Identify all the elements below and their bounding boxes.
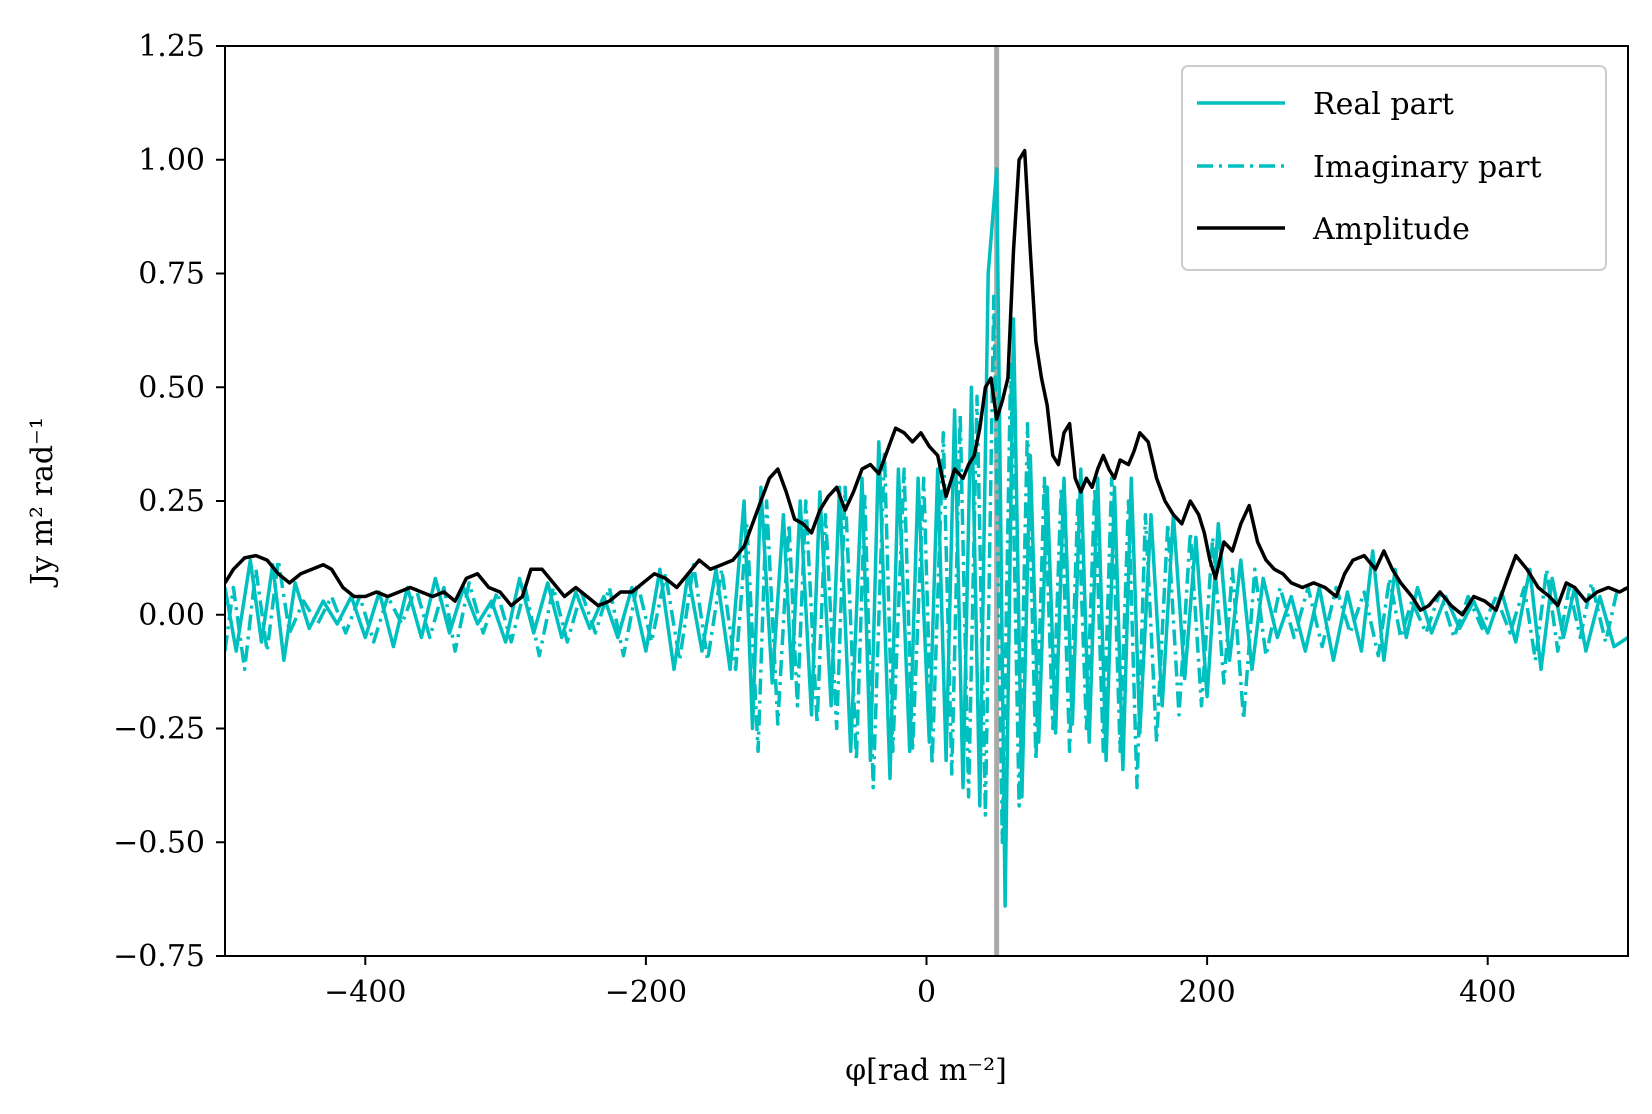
y-axis-label: Jy m² rad⁻¹ — [25, 417, 60, 588]
series-line-real-part — [225, 167, 1628, 908]
legend-label-real-part: Real part — [1313, 87, 1454, 122]
series-layer — [225, 148, 1628, 908]
legend: Real part Imaginary part Amplitude — [1181, 65, 1607, 271]
y-tick-label: −0.25 — [113, 712, 205, 747]
y-tick-label: 1.00 — [138, 143, 205, 178]
x-axis: −400 −200 0 200 400 — [324, 956, 1516, 1010]
y-tick-label: 0.75 — [138, 257, 205, 292]
x-tick-label: 200 — [1178, 975, 1235, 1010]
x-tick-label: −400 — [324, 975, 406, 1010]
y-tick-label: −0.50 — [113, 825, 205, 860]
y-tick-label: −0.75 — [113, 939, 205, 974]
series-line-imaginary-part — [225, 294, 1628, 845]
x-tick-label: 400 — [1459, 975, 1516, 1010]
x-axis-label: φ[rad m⁻²] — [845, 1053, 1007, 1088]
legend-box — [1181, 65, 1607, 271]
y-tick-label: 0.25 — [138, 484, 205, 519]
series-line-amplitude — [225, 148, 1628, 617]
y-tick-label: 0.00 — [138, 598, 205, 633]
y-tick-label: 1.25 — [138, 29, 205, 64]
legend-label-imaginary-part: Imaginary part — [1313, 150, 1542, 185]
x-tick-label: 0 — [917, 975, 936, 1010]
y-tick-label: 0.50 — [138, 370, 205, 405]
x-tick-label: −200 — [605, 975, 687, 1010]
y-axis: −0.75 −0.50 −0.25 0.00 0.25 0.50 0.75 1.00 1.25 — [113, 29, 225, 974]
legend-label-amplitude: Amplitude — [1312, 212, 1470, 247]
